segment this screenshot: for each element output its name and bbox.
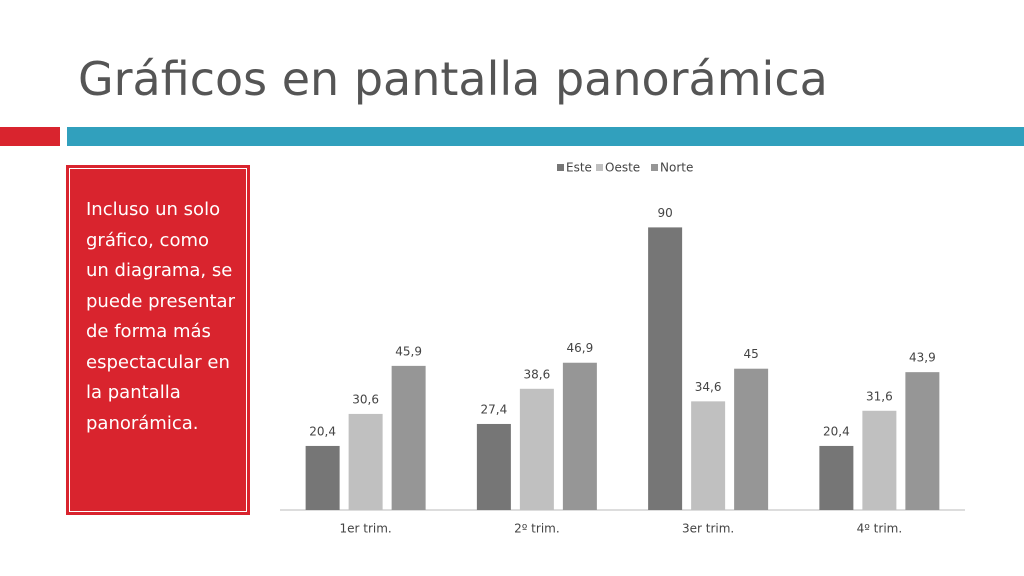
bar	[905, 372, 940, 510]
bar	[648, 227, 683, 510]
legend-swatch	[557, 164, 564, 171]
x-tick-label: 2º trim.	[514, 522, 560, 536]
bar	[819, 445, 854, 510]
legend-swatch	[596, 164, 603, 171]
data-label: 90	[657, 206, 672, 220]
slide-title: Gráficos en pantalla panorámica	[78, 52, 828, 106]
bar	[562, 362, 597, 510]
legend-label: Oeste	[605, 161, 640, 175]
legend-label: Norte	[660, 161, 693, 175]
x-tick-label: 1er trim.	[340, 522, 392, 536]
data-label: 27,4	[481, 402, 508, 416]
data-label: 31,6	[866, 389, 893, 403]
x-tick-label: 3er trim.	[682, 522, 734, 536]
data-label: 45,9	[395, 344, 422, 358]
data-label: 43,9	[909, 351, 936, 365]
legend-label: Este	[566, 161, 592, 175]
bar	[391, 365, 426, 510]
data-label: 20,4	[309, 424, 336, 438]
bar	[734, 368, 769, 510]
data-label: 45	[743, 347, 758, 361]
text-box: Incluso un solo gráfico, como un diagram…	[66, 165, 250, 515]
bar	[862, 410, 897, 510]
bar	[348, 413, 383, 510]
bar	[476, 423, 511, 510]
data-label: 38,6	[524, 367, 551, 381]
bar	[305, 445, 340, 510]
data-label: 46,9	[567, 341, 594, 355]
accent-bar	[0, 127, 60, 146]
data-label: 20,4	[823, 424, 850, 438]
bar	[691, 401, 726, 510]
text-box-text: Incluso un solo gráfico, como un diagram…	[69, 168, 247, 512]
data-label: 30,6	[352, 392, 379, 406]
bar	[519, 388, 554, 510]
accent-bar	[67, 127, 1024, 146]
x-tick-label: 4º trim.	[857, 522, 903, 536]
data-label: 34,6	[695, 380, 722, 394]
legend-swatch	[651, 164, 658, 171]
